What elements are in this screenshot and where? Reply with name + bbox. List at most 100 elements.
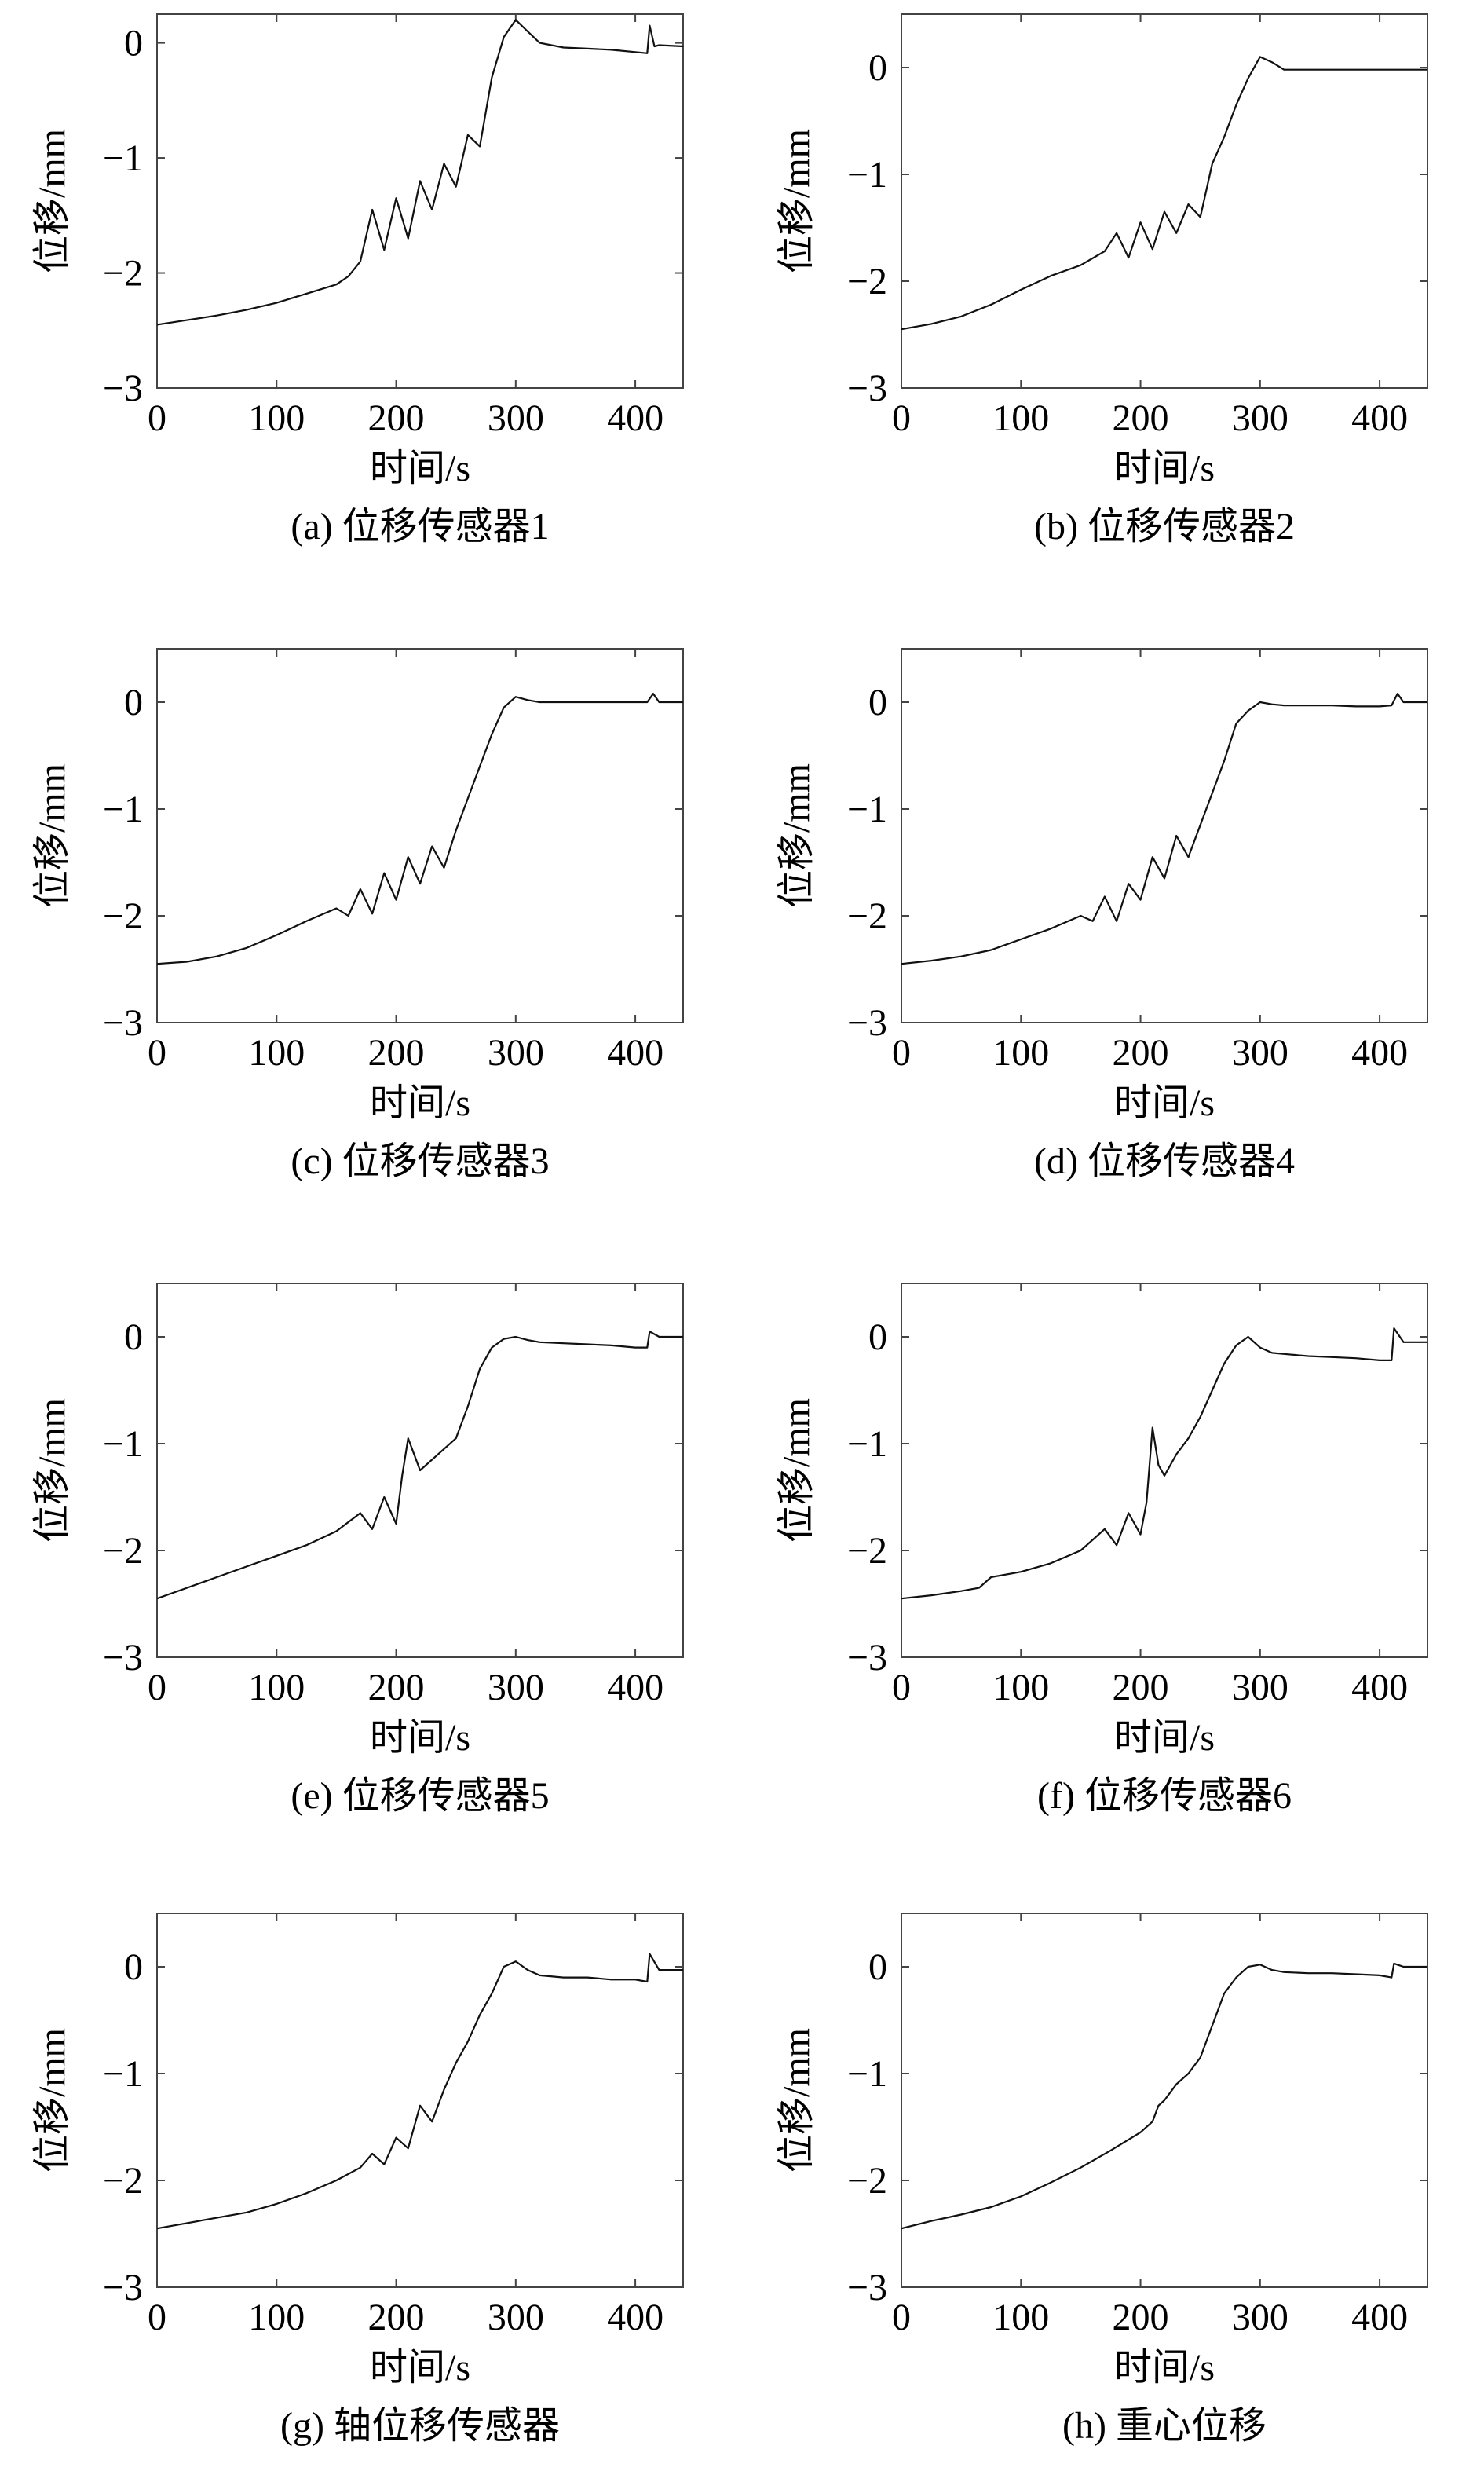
- x-tick-label: 400: [607, 1667, 663, 1708]
- y-tick-label: 0: [868, 1946, 887, 1988]
- series-line: [901, 56, 1427, 331]
- plot-frame: [901, 1913, 1428, 2288]
- y-tick-label: −1: [847, 789, 887, 830]
- y-tick-label: 0: [124, 682, 143, 723]
- x-axis-label: 时间/s: [1114, 1717, 1215, 1759]
- plot-frame: [156, 1283, 684, 1658]
- y-tick-label: −2: [847, 1530, 887, 1572]
- x-tick-label: 0: [892, 397, 911, 439]
- plot-frame: [156, 13, 684, 389]
- x-tick-label: 0: [148, 397, 166, 439]
- y-tick-label: −3: [847, 1002, 887, 1044]
- y-tick-label: −3: [847, 368, 887, 409]
- x-tick-label: 0: [148, 1667, 166, 1708]
- y-tick-label: −1: [103, 789, 143, 830]
- series-line: [156, 19, 684, 326]
- x-tick-label: 100: [248, 397, 305, 439]
- plot-frame: [901, 13, 1428, 389]
- x-tick-label: 100: [992, 1032, 1049, 1074]
- x-tick-label: 200: [1113, 2297, 1169, 2338]
- y-tick-label: −3: [103, 1637, 143, 1678]
- x-tick-label: 300: [1232, 1032, 1288, 1074]
- x-tick-label: 0: [148, 1032, 166, 1074]
- y-tick-label: −2: [103, 895, 143, 937]
- plot-frame: [901, 1283, 1428, 1658]
- y-tick-label: −2: [103, 2160, 143, 2202]
- y-axis-label: 位移/mm: [31, 129, 73, 273]
- panel-caption: (f) 位移传感器6: [1037, 1775, 1292, 1817]
- x-tick-label: 400: [607, 397, 663, 439]
- y-tick-label: −2: [103, 253, 143, 295]
- y-tick-label: −3: [103, 2267, 143, 2308]
- y-tick-label: −3: [847, 2267, 887, 2308]
- x-axis-label: 时间/s: [1114, 2347, 1215, 2389]
- panel-caption: (a) 位移传感器1: [291, 506, 549, 547]
- x-axis-label: 时间/s: [370, 448, 470, 489]
- y-tick-label: 0: [124, 23, 143, 64]
- chart-panel-b: 0 100 200 300 400 0 −1 −2 −3 位移/mm 时间/s (b) 位移传感器2: [776, 13, 1428, 547]
- chart-panel-e: 0 100 200 300 400 0 −1 −2 −3 位移/mm 时间/s (e) 位移传感器5: [31, 1283, 684, 1817]
- panel-caption: (c) 位移传感器3: [291, 1140, 549, 1182]
- y-tick-label: −1: [103, 137, 143, 179]
- series-line: [156, 1953, 683, 2230]
- y-axis-label: 位移/mm: [776, 2028, 817, 2173]
- series-line: [156, 1331, 683, 1600]
- x-tick-label: 100: [992, 1667, 1049, 1708]
- panel-caption: (e) 位移传感器5: [291, 1775, 549, 1817]
- series-line: [901, 1327, 1427, 1600]
- x-tick-label: 200: [368, 2297, 425, 2338]
- y-tick-label: 0: [868, 682, 887, 723]
- x-tick-label: 200: [1113, 1032, 1169, 1074]
- x-tick-label: 300: [1232, 1667, 1288, 1708]
- y-tick-label: −1: [103, 2053, 143, 2095]
- y-axis-label: 位移/mm: [776, 1398, 817, 1543]
- x-tick-label: 400: [607, 2297, 663, 2338]
- y-tick-label: −1: [847, 2053, 887, 2095]
- series-line: [901, 692, 1427, 965]
- x-tick-label: 300: [488, 397, 544, 439]
- x-tick-label: 400: [607, 1032, 663, 1074]
- x-tick-label: 100: [992, 397, 1049, 439]
- x-axis-label: 时间/s: [370, 2347, 470, 2389]
- x-tick-label: 400: [1351, 2297, 1408, 2338]
- y-tick-label: −3: [847, 1637, 887, 1678]
- x-axis-label: 时间/s: [1114, 1082, 1215, 1124]
- x-tick-label: 100: [248, 1667, 305, 1708]
- x-tick-label: 0: [892, 1667, 911, 1708]
- y-tick-label: −3: [103, 1002, 143, 1044]
- x-axis-label: 时间/s: [370, 1082, 470, 1124]
- x-tick-label: 200: [1113, 1667, 1169, 1708]
- y-tick-label: −2: [847, 261, 887, 302]
- y-tick-label: 0: [868, 47, 887, 89]
- series-line: [156, 692, 683, 965]
- plot-frame: [901, 648, 1428, 1023]
- y-tick-label: −2: [103, 1530, 143, 1572]
- chart-panel-c: 0 100 200 300 400 0 −1 −2 −3 位移/mm 时间/s (c) 位移传感器3: [31, 648, 684, 1182]
- x-tick-label: 0: [892, 2297, 911, 2338]
- panel-caption: (g) 轴位移传感器: [280, 2405, 560, 2447]
- plot-frame: [156, 648, 684, 1023]
- panel-caption: (h) 重心位移: [1062, 2405, 1267, 2447]
- x-tick-label: 300: [488, 1667, 544, 1708]
- series-line: [901, 1962, 1427, 2230]
- x-axis-label: 时间/s: [370, 1717, 470, 1759]
- y-tick-label: −1: [103, 1423, 143, 1465]
- y-tick-label: 0: [124, 1946, 143, 1988]
- plot-frame: [156, 1913, 684, 2288]
- x-tick-label: 400: [1351, 1667, 1408, 1708]
- y-tick-label: −2: [847, 895, 887, 937]
- y-tick-label: −2: [847, 2160, 887, 2202]
- panel-caption: (b) 位移传感器2: [1034, 506, 1295, 547]
- y-axis-label: 位移/mm: [31, 2028, 73, 2173]
- x-tick-label: 0: [892, 1032, 911, 1074]
- x-tick-label: 300: [488, 1032, 544, 1074]
- y-tick-label: −1: [847, 154, 887, 196]
- x-tick-label: 200: [1113, 397, 1169, 439]
- chart-panel-h: 0 100 200 300 400 0 −1 −2 −3 位移/mm 时间/s (h) 重心位移: [776, 1913, 1428, 2447]
- x-tick-label: 100: [248, 2297, 305, 2338]
- x-tick-label: 100: [992, 2297, 1049, 2338]
- y-tick-label: 0: [124, 1316, 143, 1358]
- x-tick-label: 200: [368, 1667, 425, 1708]
- x-tick-label: 300: [1232, 397, 1288, 439]
